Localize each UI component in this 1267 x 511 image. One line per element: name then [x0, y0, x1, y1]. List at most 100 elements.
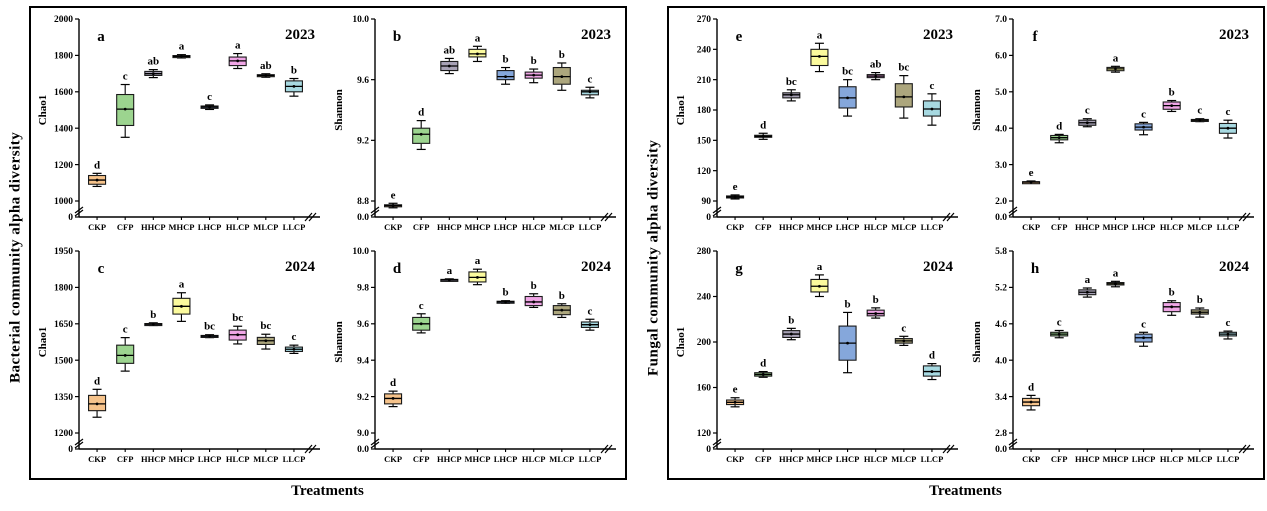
svg-text:c: c [1225, 106, 1230, 118]
box-MHCP [171, 292, 190, 322]
box-MLCP [1190, 118, 1209, 123]
svg-text:0: 0 [706, 213, 711, 223]
box-CKP [383, 202, 402, 209]
svg-text:c: c [929, 80, 934, 92]
svg-text:2.0: 2.0 [995, 197, 1007, 207]
svg-text:LHCP: LHCP [835, 222, 859, 232]
svg-text:LHCP: LHCP [197, 454, 221, 464]
svg-text:c: c [1141, 318, 1146, 330]
svg-text:HLCP: HLCP [1159, 454, 1183, 464]
box-CKP [725, 397, 744, 408]
box-CKP [383, 390, 402, 408]
svg-text:CKP: CKP [1022, 222, 1040, 232]
svg-text:Shannon: Shannon [333, 321, 345, 363]
box-HHCP [1077, 118, 1096, 128]
svg-text:MLCP: MLCP [1187, 222, 1212, 232]
svg-text:bc: bc [232, 312, 243, 324]
svg-text:9.8: 9.8 [357, 284, 369, 294]
box-LLCP [284, 344, 303, 355]
svg-text:h: h [1030, 261, 1039, 277]
box-CKP [87, 388, 106, 418]
svg-text:MHCP: MHCP [1102, 454, 1128, 464]
svg-text:CKP: CKP [726, 454, 744, 464]
box-HHCP [439, 278, 458, 282]
box-LHCP [838, 79, 857, 117]
svg-text:a: a [1112, 52, 1118, 64]
box-CKP [725, 194, 744, 200]
svg-text:HLCP: HLCP [863, 454, 887, 464]
box-CFP [1049, 133, 1068, 144]
fungal-xaxis-title: Treatments [929, 483, 1002, 499]
svg-text:ab: ab [869, 59, 881, 71]
svg-text:b: b [290, 65, 296, 77]
svg-text:2024: 2024 [923, 259, 954, 275]
group-fungal: Fungal community alpha diversity 90 120 15… [641, 6, 1265, 509]
box-HHCP [439, 57, 458, 75]
svg-text:Shannon: Shannon [333, 89, 345, 131]
bacterial-xaxis-title: Treatments [291, 483, 364, 499]
svg-text:MHCP: MHCP [168, 222, 194, 232]
svg-text:CFP: CFP [116, 454, 133, 464]
box-MHCP [809, 42, 828, 73]
svg-text:a: a [446, 265, 452, 277]
svg-text:HHCP: HHCP [1075, 454, 1100, 464]
svg-text:4.6: 4.6 [995, 320, 1007, 330]
box-MLCP [256, 333, 275, 350]
svg-text:ab: ab [147, 56, 159, 68]
svg-text:4.0: 4.0 [995, 356, 1007, 366]
svg-text:CFP: CFP [754, 454, 771, 464]
svg-text:c: c [122, 324, 127, 336]
box-MHCP [467, 268, 486, 286]
svg-text:MLCP: MLCP [253, 222, 278, 232]
svg-text:b: b [530, 280, 536, 292]
svg-text:CKP: CKP [1022, 454, 1040, 464]
svg-text:ab: ab [260, 60, 272, 72]
svg-text:2024: 2024 [1219, 259, 1250, 275]
svg-text:LLCP: LLCP [282, 222, 305, 232]
box-HLCP [228, 325, 247, 345]
svg-text:c: c [1084, 105, 1089, 117]
svg-text:c: c [291, 331, 296, 343]
svg-text:1200: 1200 [54, 429, 73, 439]
svg-text:c: c [1197, 105, 1202, 117]
svg-text:120: 120 [696, 429, 711, 439]
svg-text:LHCP: LHCP [1131, 222, 1155, 232]
fungal-panels-frame: 90 120 150 180 210 240 270 0 Chao1 e 2023 CKP e CFP d H… [666, 6, 1265, 480]
svg-text:0: 0 [68, 445, 73, 455]
box-LLCP [1218, 330, 1237, 340]
box-CFP [411, 313, 430, 334]
svg-text:180: 180 [696, 106, 711, 116]
svg-text:9.2: 9.2 [357, 137, 369, 147]
box-LHCP [838, 311, 857, 374]
group-bacterial: Bacterial community alpha diversity 1000… [3, 6, 627, 509]
svg-text:CFP: CFP [412, 454, 429, 464]
svg-text:HHCP: HHCP [141, 454, 166, 464]
svg-text:1950: 1950 [54, 247, 73, 257]
svg-text:d: d [1056, 120, 1062, 132]
svg-text:d: d [928, 350, 934, 362]
svg-text:2023: 2023 [581, 27, 611, 43]
svg-text:MLCP: MLCP [253, 454, 278, 464]
svg-text:bc: bc [785, 76, 796, 88]
svg-text:c: c [97, 261, 104, 277]
box-MHCP [171, 54, 190, 59]
box-LLCP [1218, 119, 1237, 139]
box-LLCP [580, 86, 599, 99]
svg-text:1800: 1800 [54, 52, 73, 62]
svg-text:2.8: 2.8 [995, 429, 1007, 439]
svg-text:a: a [474, 255, 480, 267]
svg-text:3.4: 3.4 [995, 393, 1007, 403]
svg-text:0.0: 0.0 [995, 445, 1007, 455]
svg-text:MLCP: MLCP [891, 454, 916, 464]
svg-text:d: d [760, 119, 766, 131]
svg-text:CFP: CFP [1050, 222, 1067, 232]
svg-text:bc: bc [842, 66, 853, 78]
box-MLCP [256, 73, 275, 78]
svg-text:HHCP: HHCP [1075, 222, 1100, 232]
svg-text:CKP: CKP [726, 222, 744, 232]
svg-text:a: a [1084, 274, 1090, 286]
svg-text:MLCP: MLCP [891, 222, 916, 232]
svg-text:6.0: 6.0 [995, 52, 1007, 62]
svg-text:d: d [760, 358, 766, 370]
